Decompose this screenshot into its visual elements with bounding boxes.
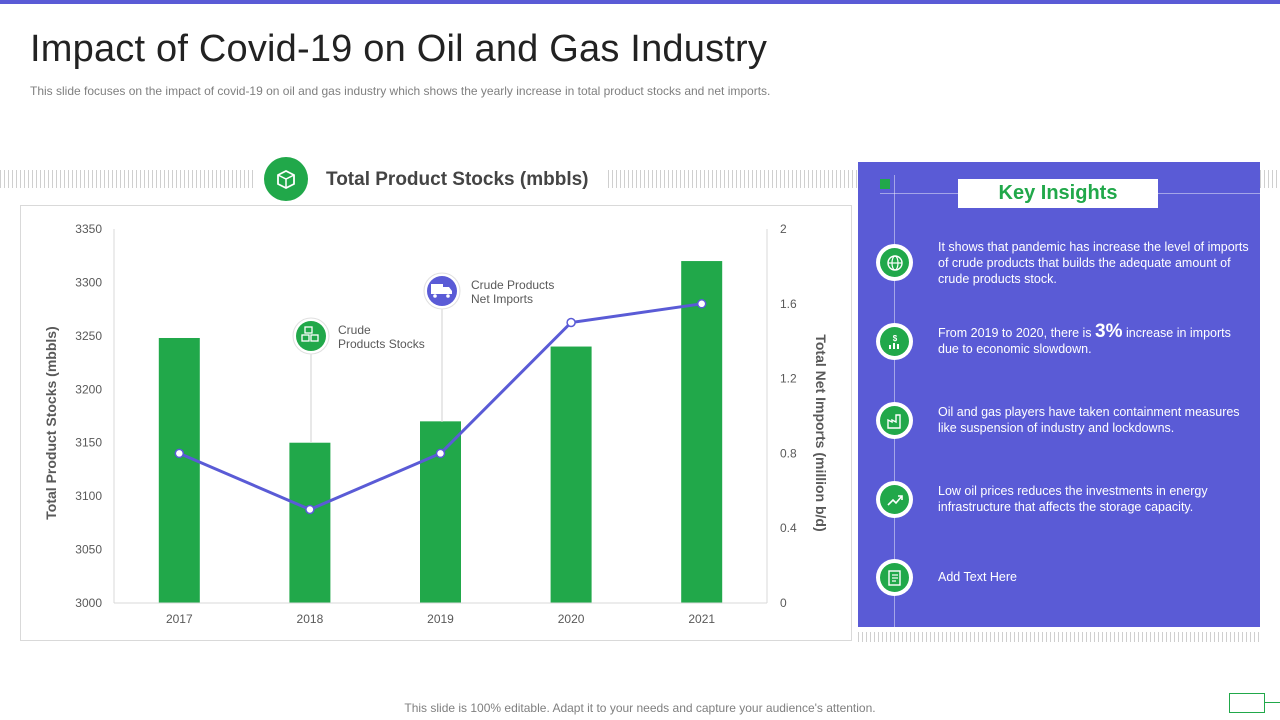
y2-tick-label: 0.8 [780, 446, 797, 460]
y2-tick-label: 1.2 [780, 372, 797, 386]
net-imports-point-2020 [566, 317, 576, 328]
chart-frame [20, 205, 852, 641]
y2-tick-label: 1.6 [780, 297, 797, 311]
page-subtitle: This slide focuses on the impact of covi… [30, 84, 771, 98]
insight-text-1: It shows that pandemic has increase the … [938, 240, 1249, 286]
bar-2020 [550, 346, 592, 603]
middle-decorative-stripe [608, 170, 858, 188]
y2-tick-label: 0 [780, 596, 787, 610]
bar-2018 [289, 442, 331, 603]
insight-2-text-before: From 2019 to 2020, there is [938, 326, 1096, 340]
y2-tick-label: 0.4 [780, 521, 797, 535]
net-imports-point-2017 [174, 448, 185, 459]
top-accent-bar [0, 0, 1280, 4]
y2-axis-label: Total Net Imports (million b/d) [813, 334, 829, 531]
factory-icon [876, 402, 913, 439]
dollar-chart-icon: $ [876, 323, 913, 360]
y-tick-label: 3300 [75, 275, 102, 289]
footer-note: This slide is 100% editable. Adapt it to… [404, 701, 876, 715]
x-tick-label: 2020 [558, 612, 585, 626]
y-tick-label: 3250 [75, 329, 102, 343]
net-imports-point-2021 [696, 299, 707, 309]
insight-text-3: Oil and gas players have taken containme… [938, 405, 1240, 435]
y-tick-label: 3350 [75, 222, 102, 236]
truck-icon [423, 272, 461, 310]
insight-text-5: Add Text Here [938, 570, 1017, 584]
bar-2017 [158, 337, 200, 603]
key-insights-panel [858, 162, 1260, 627]
imports-callout-label-line1: Crude Products [471, 278, 554, 292]
x-tick-label: 2017 [166, 612, 193, 626]
growth-icon [876, 481, 913, 518]
panel-accent-square [880, 179, 890, 189]
globe-icon [876, 244, 913, 281]
y-tick-label: 3050 [75, 543, 102, 557]
stocks-callout-icon [292, 317, 330, 355]
net-imports-point-2019 [435, 448, 446, 459]
corner-decoration [1229, 693, 1265, 713]
net-imports-point-2018 [305, 504, 315, 515]
y-tick-label: 3000 [75, 596, 102, 610]
svg-text:$: $ [892, 334, 897, 343]
y-tick-label: 3200 [75, 382, 102, 396]
stocks-callout-label-line1: Crude [338, 323, 371, 337]
right-decorative-stripe [1260, 170, 1280, 188]
bar-2019 [420, 421, 461, 603]
left-decorative-stripe [0, 170, 255, 188]
chart-title: Total Product Stocks (mbbls) [326, 169, 589, 190]
stocks-callout-label-line2: Products Stocks [338, 337, 425, 351]
bar-2021 [681, 261, 723, 603]
y-axis-label: Total Product Stocks (mbbls) [43, 326, 59, 519]
box-icon [264, 157, 308, 201]
panel-vertical-rule [894, 175, 895, 627]
y-tick-label: 3150 [75, 436, 102, 450]
panel-bottom-stripe [858, 632, 1260, 642]
y-tick-label: 3100 [75, 489, 102, 503]
imports-callout-label-line2: Net Imports [471, 292, 533, 306]
x-tick-label: 2021 [688, 612, 715, 626]
corner-decoration-line [1265, 702, 1280, 703]
insight-text-2: From 2019 to 2020, there is 3% increase … [938, 321, 1254, 357]
x-tick-label: 2019 [427, 612, 454, 626]
y2-tick-label: 2 [780, 222, 787, 236]
x-tick-label: 2018 [297, 612, 324, 626]
insight-2-highlight: 3% [1095, 321, 1123, 342]
insight-text-4: Low oil prices reduces the investments i… [938, 484, 1208, 514]
key-insights-title: Key Insights [958, 179, 1158, 208]
insight-2-text-after: increase in imports due to economic slow… [938, 326, 1231, 356]
page-title: Impact of Covid-19 on Oil and Gas Indust… [30, 28, 768, 70]
checklist-icon [876, 559, 913, 596]
